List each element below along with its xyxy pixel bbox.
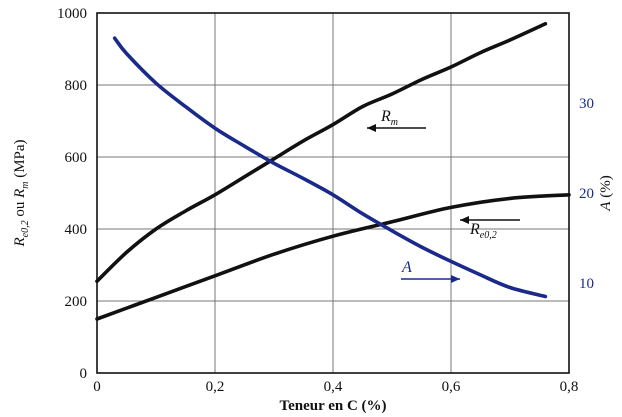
y-left-tick-label: 600 — [65, 150, 88, 166]
annotation-re-arrow — [460, 216, 520, 224]
annotation-re-label: Re0,2 — [469, 221, 497, 241]
x-tick-label: 0,4 — [324, 379, 343, 395]
y-left-tick-label: 400 — [65, 222, 88, 238]
annotations: Rm Re0,2 A — [367, 108, 520, 283]
y-right-title-unit: (%) — [598, 175, 614, 201]
plot-frame — [96, 12, 570, 374]
y-left-title-main2: R — [12, 189, 28, 199]
annotation-rm-label: Rm — [380, 108, 398, 128]
annotation-a-label: A — [401, 259, 412, 276]
x-tick-label: 0,2 — [206, 379, 225, 395]
y-left-tick-label: 200 — [65, 294, 88, 310]
y-axis-right-title: A (%) — [598, 175, 614, 211]
grid — [97, 13, 569, 373]
x-tick-label: 0,8 — [560, 379, 579, 395]
y-left-title-main1: R — [12, 237, 28, 247]
tick-labels: 0 0,2 0,4 0,6 0,8 0 200 400 600 800 1000 10 20 30 — [57, 6, 594, 395]
annotation-a-arrow — [401, 275, 460, 283]
y-left-tick-label: 0 — [80, 366, 88, 382]
y-right-tick-label: 10 — [579, 276, 594, 292]
series-line — [95, 193, 571, 321]
y-axis-left-title: Re0,2 ou Rm (MPa) — [12, 139, 31, 247]
x-tick-label: 0,6 — [442, 379, 461, 395]
y-left-title-sub2: m — [20, 182, 31, 189]
y-left-tick-label: 800 — [65, 78, 88, 94]
y-right-tick-label: 30 — [579, 96, 594, 112]
x-axis-title: Teneur en C (%) — [279, 398, 386, 414]
y-right-tick-label: 20 — [579, 186, 594, 202]
y-left-title-mid: ou — [12, 198, 28, 221]
x-tick-label: 0 — [93, 379, 101, 395]
series-layer — [95, 22, 571, 321]
annotation-rm-arrow — [367, 124, 426, 132]
y-right-title-main: A — [598, 201, 614, 212]
y-left-tick-label: 1000 — [57, 6, 87, 22]
y-left-title-sub1: e0,2 — [20, 220, 31, 237]
series-line — [95, 22, 548, 283]
series-line — [112, 36, 548, 299]
y-left-title-unit: (MPa) — [12, 139, 28, 181]
